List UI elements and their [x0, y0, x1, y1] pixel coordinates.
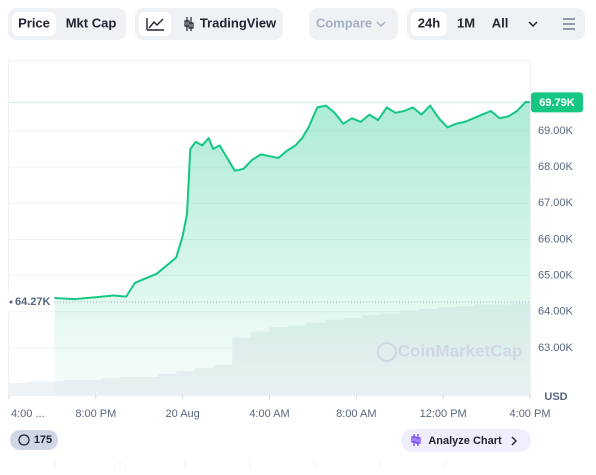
- y-tick-label: 68.00K: [538, 161, 574, 173]
- x-tick-label: 4:00 PM: [510, 408, 551, 420]
- chevron: [511, 436, 517, 446]
- y-tick-label: 63.00K: [538, 342, 574, 354]
- current-label: 69.79K: [539, 97, 575, 109]
- tab-selected[interactable]: [12, 12, 56, 36]
- compare-box[interactable]: [309, 8, 398, 40]
- y-tick-label: 66.00K: [538, 233, 574, 245]
- price-area: [54, 102, 531, 395]
- tab[interactable]: Mkt Cap: [66, 15, 117, 30]
- y-tick-label: 65.00K: [538, 270, 574, 282]
- range-group: [407, 8, 585, 40]
- y-tick-label: 69.00K: [538, 125, 574, 137]
- plot: 63.00K 64.00K 65.00K 66.00K 67.00K 68.00K 69.0…: [8, 101, 574, 420]
- badge-count: 175: [34, 434, 52, 446]
- x-tick-label: 12:00 PM: [420, 408, 467, 420]
- tradingview-button[interactable]: TradingView: [200, 15, 277, 30]
- reference-dot: [9, 300, 13, 304]
- price-line: [54, 101, 531, 301]
- watermark-logo: [377, 342, 397, 362]
- analyze-icon: [411, 434, 421, 446]
- y-tick-label: 67.00K: [538, 197, 574, 209]
- x-tick-label: 20 Aug: [166, 408, 200, 420]
- reference-label-bg: [8, 294, 54, 311]
- reference-label: 64.27K: [15, 296, 51, 308]
- line-icon: [146, 18, 164, 31]
- tab[interactable]: Price: [18, 15, 50, 30]
- x-tick-label: 4:00 ...: [11, 408, 45, 420]
- range[interactable]: 1M: [457, 15, 475, 30]
- candle-icon: [184, 17, 194, 31]
- analyze-button[interactable]: [401, 429, 531, 452]
- range-selected[interactable]: [411, 12, 447, 36]
- current-label-bg: [531, 92, 583, 113]
- divider: [54, 460, 446, 470]
- x-tick-label: 4:00 AM: [249, 408, 289, 420]
- view-group: [135, 8, 283, 40]
- settings-icon[interactable]: [563, 18, 575, 30]
- chevron: [376, 21, 386, 28]
- range[interactable]: 24h: [418, 15, 440, 30]
- range[interactable]: All: [492, 15, 509, 30]
- y-tick-label: 64.00K: [538, 306, 574, 318]
- x-tick-label: 8:00 PM: [75, 408, 116, 420]
- x-tick-label: 8:00 AM: [336, 408, 376, 420]
- line-view-button[interactable]: [139, 12, 171, 36]
- watermark: CoinMarketCap: [398, 341, 523, 360]
- clock-icon: [18, 434, 30, 446]
- y-unit: USD: [544, 391, 567, 403]
- range-dropdown[interactable]: [528, 21, 538, 28]
- compare-button[interactable]: Compare: [316, 15, 372, 30]
- analyze-label[interactable]: Analyze Chart: [428, 435, 502, 447]
